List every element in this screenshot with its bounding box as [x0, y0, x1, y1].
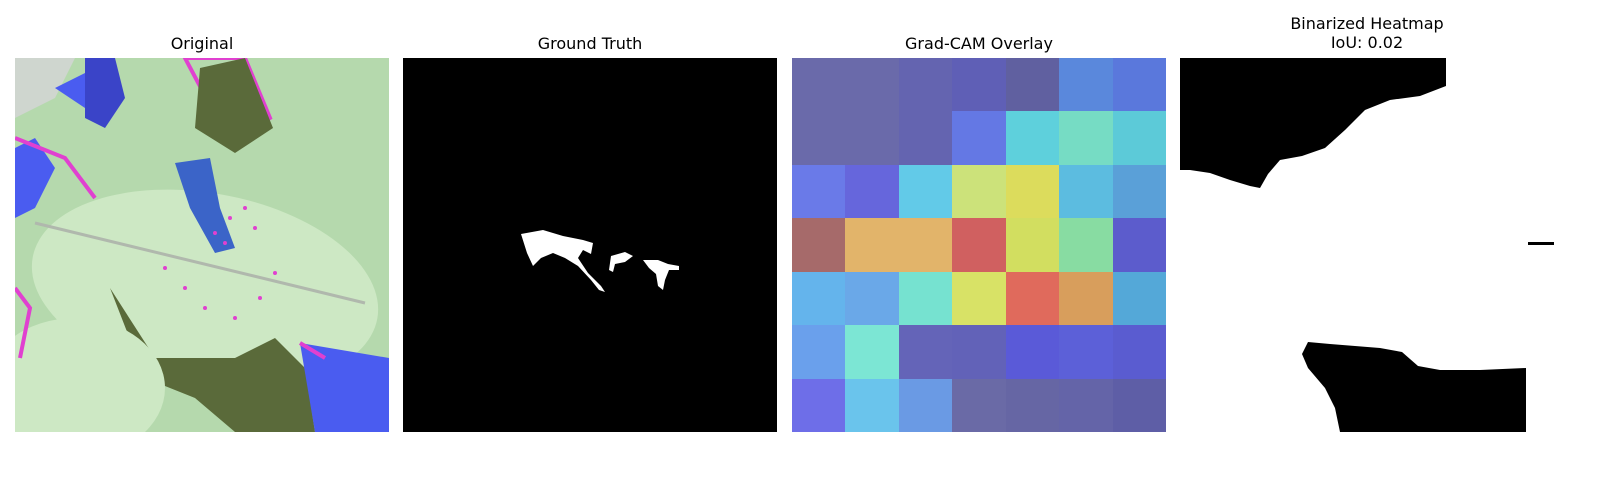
gradcam-cell — [898, 271, 953, 326]
gradcam-overlay — [792, 58, 1166, 432]
gradcam-cell — [845, 378, 899, 432]
gradcam-cell — [845, 271, 899, 326]
gradcam-grid — [792, 58, 1166, 432]
gradcam-cell — [952, 271, 1006, 326]
gradcam-cell — [1059, 325, 1113, 379]
gradcam-cell — [898, 58, 953, 112]
gradcam-cell — [1005, 325, 1060, 379]
original-image — [15, 58, 389, 432]
gradcam-cell — [952, 58, 1006, 112]
gradcam-cell — [1112, 378, 1166, 432]
gradcam-cell — [792, 325, 846, 379]
panel-title-original: Original — [170, 34, 234, 53]
gradcam-cell — [952, 325, 1006, 379]
gradcam-cell — [1059, 164, 1113, 219]
panel-title-ground-truth: Ground Truth — [537, 34, 643, 53]
panel-title-binarized-heatmap: Binarized Heatmap IoU: 0.02 — [1290, 14, 1444, 52]
gradcam-cell — [792, 378, 846, 432]
gradcam-cell — [1005, 218, 1060, 272]
gradcam-cell — [1112, 218, 1166, 272]
gradcam-cell — [845, 111, 899, 165]
gradcam-cell — [898, 325, 953, 379]
gradcam-cell — [898, 218, 953, 272]
gradcam-cell — [1112, 325, 1166, 379]
gradcam-cell — [792, 164, 846, 219]
gradcam-cell — [952, 111, 1006, 165]
gradcam-cell — [898, 164, 953, 219]
gradcam-cell — [845, 58, 899, 112]
stray-tick-mark — [1528, 242, 1554, 245]
gradcam-cell — [1112, 58, 1166, 112]
gradcam-cell — [1059, 271, 1113, 326]
binarized-heatmap — [1180, 58, 1554, 432]
panel-title-gradcam-overlay: Grad-CAM Overlay — [905, 34, 1053, 53]
gradcam-cell — [845, 325, 899, 379]
gradcam-cell — [845, 164, 899, 219]
gradcam-cell — [1005, 164, 1060, 219]
ground-truth-mask — [403, 58, 777, 432]
gradcam-cell — [845, 218, 899, 272]
gradcam-cell — [1112, 271, 1166, 326]
gradcam-cell — [1059, 111, 1113, 165]
gradcam-cell — [792, 218, 846, 272]
gradcam-cell — [1059, 58, 1113, 112]
gradcam-cell — [898, 111, 953, 165]
gradcam-cell — [898, 378, 953, 432]
gradcam-cell — [1112, 111, 1166, 165]
gradcam-cell — [792, 58, 846, 112]
gradcam-cell — [1005, 378, 1060, 432]
gradcam-cell — [952, 378, 1006, 432]
gradcam-cell — [952, 164, 1006, 219]
gradcam-cell — [792, 111, 846, 165]
gradcam-cell — [952, 218, 1006, 272]
gradcam-cell — [1005, 111, 1060, 165]
gradcam-cell — [1005, 58, 1060, 112]
gradcam-cell — [1112, 164, 1166, 219]
gradcam-cell — [1005, 271, 1060, 326]
gradcam-cell — [792, 271, 846, 326]
gradcam-cell — [1059, 378, 1113, 432]
gradcam-cell — [1059, 218, 1113, 272]
